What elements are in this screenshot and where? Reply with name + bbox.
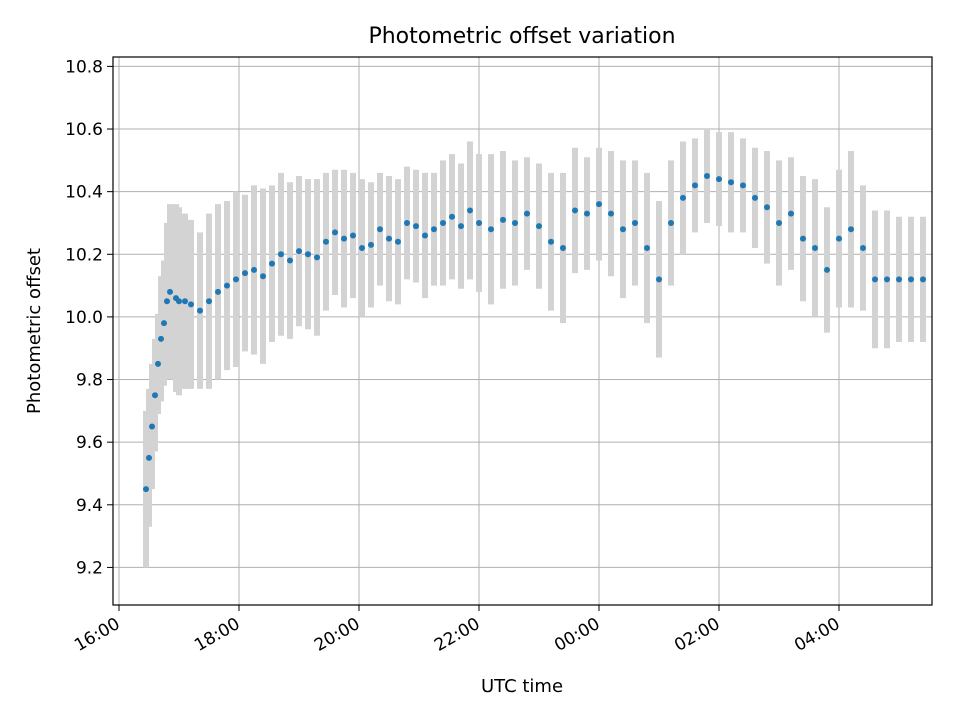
data-point xyxy=(260,273,266,280)
data-point xyxy=(182,298,188,305)
y-tick-label: 9.2 xyxy=(76,558,103,578)
data-point xyxy=(560,245,566,252)
data-point xyxy=(158,335,164,342)
data-point xyxy=(524,210,530,217)
data-point xyxy=(620,226,626,233)
data-point xyxy=(404,219,410,226)
data-point xyxy=(188,301,194,308)
plot-frame xyxy=(112,56,933,606)
data-point xyxy=(608,210,614,217)
data-point xyxy=(776,219,782,226)
data-point xyxy=(332,229,338,236)
data-point xyxy=(206,298,212,305)
data-point xyxy=(488,226,494,233)
data-point xyxy=(632,219,638,226)
data-point xyxy=(920,276,926,283)
data-point xyxy=(449,213,455,220)
data-point xyxy=(251,266,257,273)
data-point xyxy=(548,238,554,245)
data-points xyxy=(143,172,926,493)
data-point xyxy=(323,238,329,245)
y-tick-label: 10.8 xyxy=(65,57,103,77)
data-point xyxy=(476,219,482,226)
data-point xyxy=(872,276,878,283)
data-point xyxy=(848,226,854,233)
data-point xyxy=(341,235,347,242)
data-point xyxy=(287,257,293,264)
data-point xyxy=(572,207,578,214)
chart-title: Photometric offset variation xyxy=(368,24,675,49)
y-tick-label: 10.2 xyxy=(65,245,103,265)
x-axis-label: UTC time xyxy=(481,676,563,697)
data-point xyxy=(164,298,170,305)
y-tick-label: 10.4 xyxy=(65,183,103,203)
data-point xyxy=(242,270,248,277)
data-point xyxy=(764,204,770,211)
y-tick-label: 9.4 xyxy=(76,496,103,516)
data-point xyxy=(860,245,866,252)
data-point xyxy=(512,219,518,226)
data-point xyxy=(752,194,758,201)
data-point xyxy=(359,245,365,252)
data-point xyxy=(740,182,746,189)
data-point xyxy=(395,238,401,245)
data-point xyxy=(836,235,842,242)
y-tick-label: 9.6 xyxy=(76,433,103,453)
data-point xyxy=(668,219,674,226)
data-point xyxy=(788,210,794,217)
data-point xyxy=(143,486,149,493)
data-point xyxy=(305,251,311,258)
data-point xyxy=(500,216,506,223)
data-point xyxy=(314,254,320,261)
data-point xyxy=(680,194,686,201)
data-point xyxy=(824,266,830,273)
data-point xyxy=(800,235,806,242)
data-point xyxy=(728,179,734,186)
data-point xyxy=(704,172,710,179)
data-point xyxy=(386,235,392,242)
data-point xyxy=(884,276,890,283)
y-tick-label: 10.0 xyxy=(65,308,103,328)
data-point xyxy=(644,245,650,252)
y-tick-label: 9.8 xyxy=(76,371,103,391)
data-point xyxy=(467,207,473,214)
data-point xyxy=(377,226,383,233)
data-point xyxy=(431,226,437,233)
data-point xyxy=(422,232,428,239)
data-point xyxy=(215,288,221,295)
data-point xyxy=(233,276,239,283)
data-point xyxy=(155,360,161,367)
data-point xyxy=(197,307,203,314)
data-point xyxy=(161,320,167,327)
data-point xyxy=(413,223,419,230)
data-point xyxy=(656,276,662,283)
data-point xyxy=(296,248,302,255)
data-point xyxy=(278,251,284,258)
data-point xyxy=(584,210,590,217)
y-axis-label: Photometric offset xyxy=(24,248,45,414)
data-point xyxy=(167,288,173,295)
data-point xyxy=(176,298,182,305)
y-tick-label: 10.6 xyxy=(65,120,103,140)
data-point xyxy=(908,276,914,283)
data-point xyxy=(458,223,464,230)
data-point xyxy=(350,232,356,239)
data-point xyxy=(596,201,602,208)
data-point xyxy=(812,245,818,252)
data-point xyxy=(146,454,152,461)
data-point xyxy=(152,392,158,399)
data-point xyxy=(368,241,374,248)
data-point xyxy=(536,223,542,230)
data-point xyxy=(269,260,275,267)
data-point xyxy=(896,276,902,283)
data-point xyxy=(224,282,230,289)
data-point xyxy=(692,182,698,189)
data-point xyxy=(716,176,722,183)
data-point xyxy=(149,423,155,430)
data-point xyxy=(440,219,446,226)
